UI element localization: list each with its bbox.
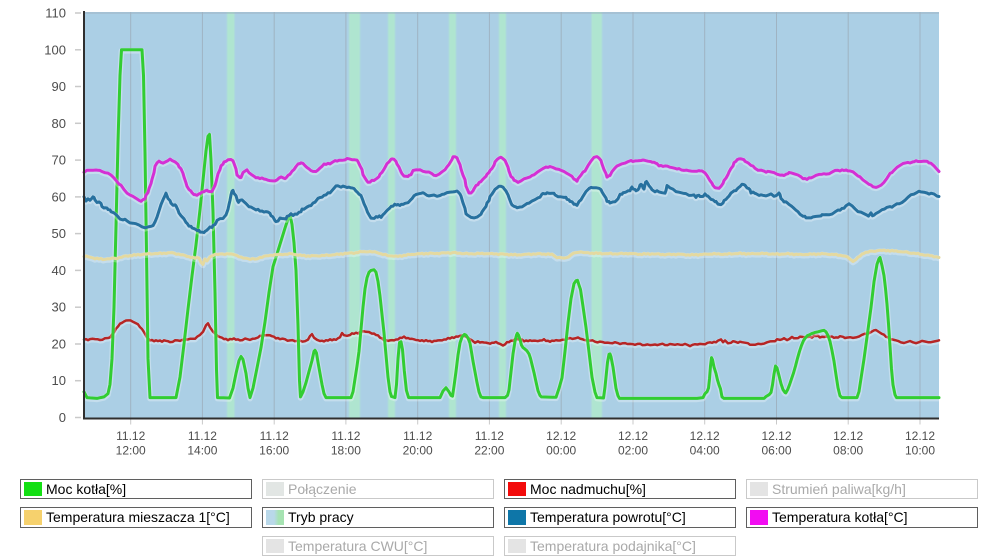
svg-text:12.12: 12.12 — [761, 429, 791, 443]
svg-text:11.12: 11.12 — [260, 429, 289, 443]
svg-text:100: 100 — [44, 42, 66, 57]
svg-text:04:00: 04:00 — [690, 444, 720, 458]
svg-text:80: 80 — [52, 116, 66, 131]
svg-text:10: 10 — [52, 373, 66, 388]
svg-text:110: 110 — [45, 6, 66, 21]
svg-text:08:00: 08:00 — [833, 444, 863, 458]
svg-text:40: 40 — [52, 263, 66, 278]
svg-text:22:00: 22:00 — [474, 444, 504, 458]
svg-text:20:00: 20:00 — [403, 444, 433, 458]
svg-text:18:00: 18:00 — [331, 444, 361, 458]
svg-text:20: 20 — [52, 337, 66, 352]
svg-text:02:00: 02:00 — [618, 444, 648, 458]
svg-text:30: 30 — [52, 300, 66, 315]
svg-text:12.12: 12.12 — [833, 429, 863, 443]
svg-text:12.12: 12.12 — [905, 429, 935, 443]
svg-text:06:00: 06:00 — [761, 444, 791, 458]
svg-text:16:00: 16:00 — [259, 444, 289, 458]
svg-text:11.12: 11.12 — [188, 429, 217, 443]
svg-text:90: 90 — [52, 79, 66, 94]
svg-text:60: 60 — [52, 189, 66, 204]
svg-text:12.12: 12.12 — [546, 429, 576, 443]
svg-text:12.12: 12.12 — [690, 429, 720, 443]
svg-text:50: 50 — [52, 226, 66, 241]
svg-text:11.12: 11.12 — [331, 429, 360, 443]
svg-text:12.12: 12.12 — [618, 429, 648, 443]
svg-text:70: 70 — [52, 153, 66, 168]
svg-text:0: 0 — [59, 410, 66, 425]
svg-text:11.12: 11.12 — [403, 429, 432, 443]
svg-text:11.12: 11.12 — [475, 429, 504, 443]
svg-text:10:00: 10:00 — [905, 444, 935, 458]
svg-text:00:00: 00:00 — [546, 444, 576, 458]
svg-text:11.12: 11.12 — [116, 429, 145, 443]
svg-text:12:00: 12:00 — [116, 444, 146, 458]
svg-text:14:00: 14:00 — [187, 444, 217, 458]
